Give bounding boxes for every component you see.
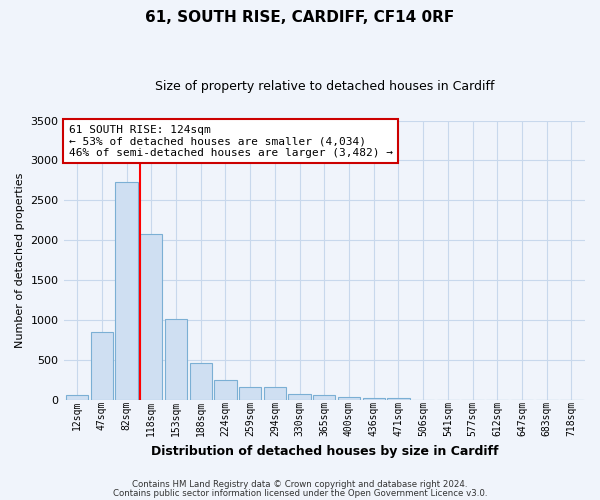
- Text: Contains public sector information licensed under the Open Government Licence v3: Contains public sector information licen…: [113, 488, 487, 498]
- Bar: [91, 332, 113, 400]
- Text: 61, SOUTH RISE, CARDIFF, CF14 0RF: 61, SOUTH RISE, CARDIFF, CF14 0RF: [145, 10, 455, 25]
- Bar: [66, 395, 88, 400]
- Bar: [214, 380, 236, 400]
- Bar: [387, 398, 410, 400]
- Title: Size of property relative to detached houses in Cardiff: Size of property relative to detached ho…: [155, 80, 494, 93]
- Text: Contains HM Land Registry data © Crown copyright and database right 2024.: Contains HM Land Registry data © Crown c…: [132, 480, 468, 489]
- Bar: [165, 319, 187, 400]
- Bar: [264, 387, 286, 400]
- Bar: [190, 364, 212, 400]
- Text: 61 SOUTH RISE: 124sqm
← 53% of detached houses are smaller (4,034)
46% of semi-d: 61 SOUTH RISE: 124sqm ← 53% of detached …: [69, 124, 393, 158]
- Y-axis label: Number of detached properties: Number of detached properties: [15, 172, 25, 348]
- Bar: [140, 234, 163, 400]
- Bar: [289, 394, 311, 400]
- Bar: [362, 398, 385, 400]
- Bar: [338, 396, 360, 400]
- Bar: [239, 387, 261, 400]
- X-axis label: Distribution of detached houses by size in Cardiff: Distribution of detached houses by size …: [151, 444, 498, 458]
- Bar: [115, 182, 137, 400]
- Bar: [313, 395, 335, 400]
